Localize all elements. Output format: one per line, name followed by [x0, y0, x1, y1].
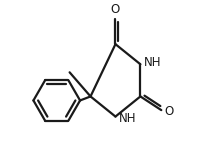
Text: NH: NH — [119, 112, 136, 125]
Text: NH: NH — [144, 56, 161, 69]
Text: O: O — [164, 105, 173, 118]
Text: O: O — [111, 3, 120, 16]
